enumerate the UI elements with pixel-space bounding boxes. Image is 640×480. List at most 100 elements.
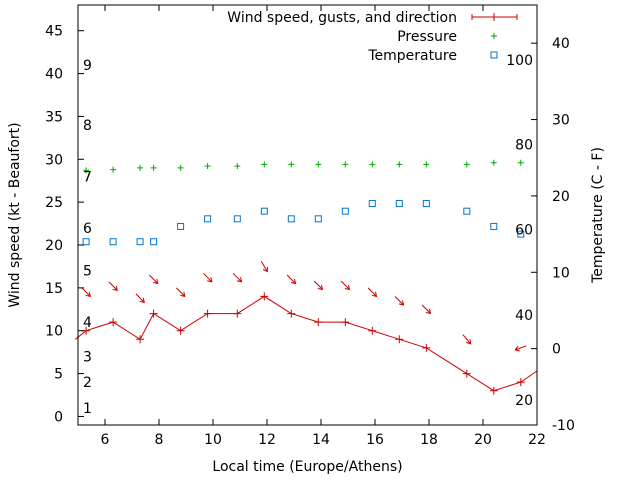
- x-tick-label: 6: [101, 432, 110, 448]
- wind-speed-point: [395, 335, 404, 344]
- wind-direction-arrow: [176, 287, 186, 298]
- pressure-point: [369, 161, 376, 168]
- x-axis-label: Local time (Europe/Athens): [212, 459, 402, 475]
- temperature-point: [150, 238, 158, 246]
- x-tick-label: 18: [420, 432, 438, 448]
- temperature-point: [422, 200, 430, 208]
- series-layer: [74, 159, 538, 395]
- temperature-point: [368, 200, 376, 208]
- pressure-point: [204, 163, 211, 170]
- wind-direction-arrow: [367, 287, 378, 298]
- axes-layer: 6 8 10 12 14 16 18 20 22051015202530354045-10010…: [45, 5, 575, 448]
- pressure-point: [137, 164, 144, 171]
- pressure-point: [234, 163, 241, 170]
- beaufort-label: 3: [83, 349, 92, 365]
- wind-direction-arrow: [514, 345, 527, 352]
- wind-speed-point: [149, 309, 158, 318]
- pressure-point: [423, 161, 430, 168]
- pressure-point: [110, 166, 117, 173]
- beaufort-label: 9: [83, 58, 92, 74]
- y-axis-left-label: Wind speed (kt - Beaufort): [7, 122, 23, 307]
- pressure-point: [315, 161, 322, 168]
- y-right-tick-label: 0: [552, 342, 561, 358]
- fahrenheit-label: 20: [515, 393, 533, 409]
- legend-label-pressure: Pressure: [397, 29, 457, 45]
- temperature-point: [314, 215, 322, 223]
- temperature-point: [204, 215, 212, 223]
- temperature-point: [136, 238, 144, 246]
- wind-speed-point: [287, 309, 296, 318]
- plot-frame: [77, 4, 538, 426]
- pressure-point: [177, 164, 184, 171]
- temperature-point: [109, 238, 117, 246]
- fahrenheit-label: 60: [515, 223, 533, 239]
- wind-direction-arrow: [286, 274, 297, 285]
- wind-speed-point: [368, 326, 377, 335]
- temperature-point: [517, 230, 525, 238]
- temperature-point: [395, 200, 403, 208]
- temperature-point: [341, 207, 349, 215]
- fahrenheit-label: 40: [515, 308, 533, 324]
- wind-speed-point: [489, 386, 498, 395]
- y-right-tick-label: 10: [552, 265, 570, 281]
- temperature-point: [490, 222, 498, 230]
- pressure-point: [342, 161, 349, 168]
- beaufort-label: 5: [83, 264, 92, 280]
- beaufort-label: 6: [83, 221, 92, 237]
- legend-label-wind: Wind speed, gusts, and direction: [227, 10, 457, 26]
- pressure-point: [517, 159, 524, 166]
- y-left-tick-label: 10: [45, 324, 63, 340]
- wind-speed-point: [109, 318, 118, 327]
- temperature-point: [233, 215, 241, 223]
- wind-direction-arrow: [462, 334, 472, 345]
- x-tick-label: 22: [528, 432, 546, 448]
- pressure-point: [150, 164, 157, 171]
- wind-direction-arrow: [81, 287, 91, 298]
- pressure-point: [261, 161, 268, 168]
- beaufort-label: 7: [83, 169, 92, 185]
- y-right-tick-label: -10: [552, 418, 575, 434]
- fahrenheit-label: 100: [506, 53, 533, 69]
- wind-direction-arrow: [108, 281, 118, 292]
- y-right-tick-label: 20: [552, 189, 570, 205]
- temperature-point: [177, 222, 185, 230]
- pressure-point: [463, 161, 470, 168]
- wind-speed-line: [74, 295, 538, 392]
- wind-speed-point: [260, 292, 269, 301]
- legend-marker-wind: [490, 13, 498, 21]
- fahrenheit-label: 80: [515, 138, 533, 154]
- beaufort-label: 1: [83, 401, 92, 417]
- wind-direction-arrow: [260, 260, 268, 273]
- beaufort-label: 2: [83, 375, 92, 391]
- wind-direction-arrow: [232, 272, 243, 283]
- legend-marker-pressure: [491, 33, 497, 39]
- temperature-point: [287, 215, 295, 223]
- pressure-point: [83, 167, 90, 174]
- wind-direction-arrow: [394, 296, 405, 306]
- y-left-tick-label: 15: [45, 281, 63, 297]
- y-left-tick-label: 30: [45, 152, 63, 168]
- wind-speed-point: [203, 309, 212, 318]
- x-tick-label: 10: [204, 432, 222, 448]
- y-left-tick-label: 45: [45, 24, 63, 40]
- y-axis-right-label: Temperature (C - F): [590, 147, 606, 284]
- legend: Wind speed, gusts, and direction Pressure…: [227, 10, 518, 64]
- y-left-tick-label: 40: [45, 67, 63, 83]
- legend-label-temperature: Temperature: [367, 48, 457, 64]
- x-tick-label: 12: [258, 432, 276, 448]
- y-left-tick-label: 0: [54, 409, 63, 425]
- wind-direction-arrow: [421, 304, 432, 315]
- x-tick-label: 16: [366, 432, 384, 448]
- x-tick-label: 20: [474, 432, 492, 448]
- y-right-tick-label: 40: [552, 36, 570, 52]
- wind-speed-point: [462, 369, 471, 378]
- y-left-tick-label: 5: [54, 367, 63, 383]
- beaufort-label: 8: [83, 118, 92, 134]
- pressure-point: [490, 159, 497, 166]
- temperature-point: [82, 238, 90, 246]
- wind-direction-arrow: [313, 280, 324, 291]
- y-right-tick-label: 30: [552, 113, 570, 129]
- pressure-point: [288, 161, 295, 168]
- y-left-tick-label: 25: [45, 195, 63, 211]
